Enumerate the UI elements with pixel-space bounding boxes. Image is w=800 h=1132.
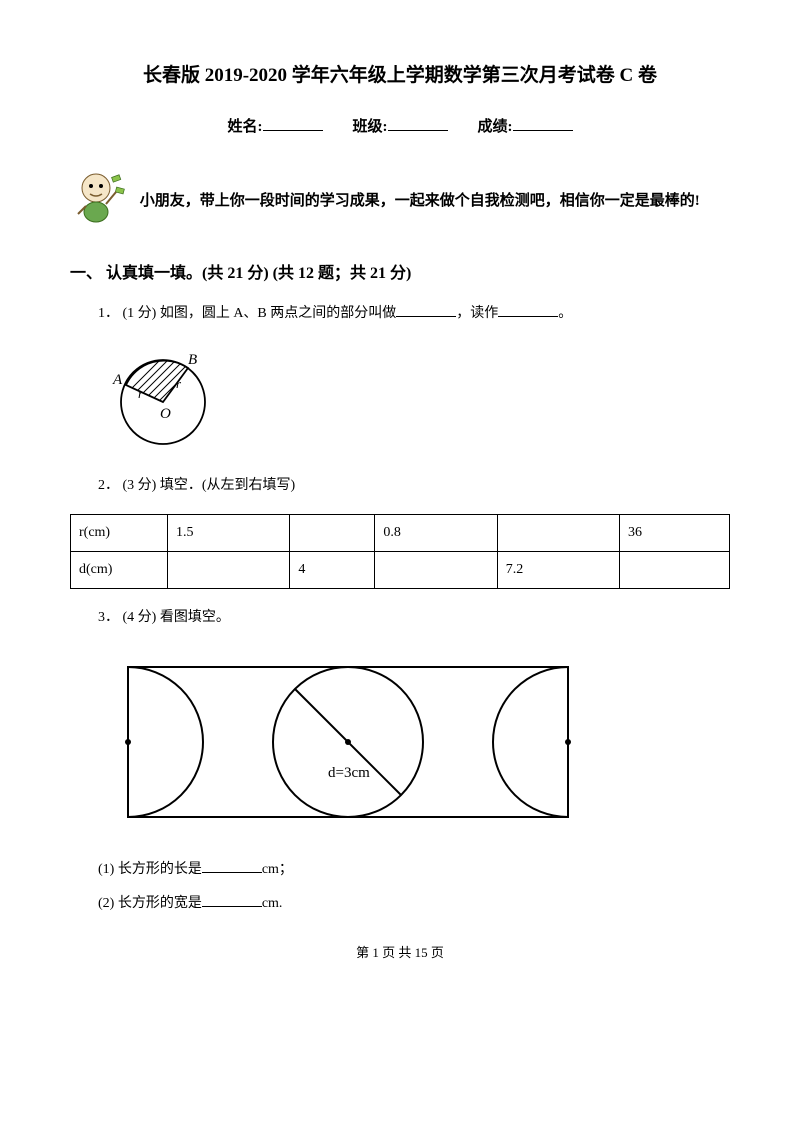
t-r2c5: 7.2: [497, 552, 619, 589]
question-3: 3． (4 分) 看图填空。: [98, 605, 730, 630]
name-label: 姓名:: [228, 119, 263, 135]
t-r1c1: r(cm): [71, 515, 168, 552]
fig3-d-label: d=3cm: [328, 765, 370, 781]
fig1-label-A: A: [112, 372, 123, 388]
t-r1c4: 0.8: [375, 515, 497, 552]
question-2-table: r(cm) 1.5 0.8 36 d(cm) 4 7.2: [70, 514, 730, 589]
t-r2c1: d(cm): [71, 552, 168, 589]
t-r1c6: 36: [620, 515, 730, 552]
intro-text: 小朋友，带上你一段时间的学习成果，一起来做个自我检测吧，相信你一定是最棒的!: [70, 168, 730, 235]
fig1-label-O: O: [160, 406, 171, 422]
q3-1-prefix: (1) 长方形的长是: [98, 862, 202, 877]
table-row: r(cm) 1.5 0.8 36: [71, 515, 730, 552]
t-r1c3: [290, 515, 375, 552]
q3-2-blank: [202, 894, 262, 907]
score-blank: [513, 116, 573, 131]
t-r1c2: 1.5: [168, 515, 290, 552]
q1-text-1: 1． (1 分) 如图，圆上 A、B 两点之间的部分叫做: [98, 306, 396, 321]
name-blank: [263, 116, 323, 131]
score-label: 成绩:: [478, 119, 513, 135]
question-1: 1． (1 分) 如图，圆上 A、B 两点之间的部分叫做 ，读作 。: [98, 301, 730, 326]
q3-1-suffix: cm；: [262, 862, 293, 877]
t-r2c2: [168, 552, 290, 589]
t-r2c6: [620, 552, 730, 589]
question-2: 2． (3 分) 填空．(从左到右填写): [98, 473, 730, 498]
q1-blank-2: [498, 304, 558, 317]
question-3-2: (2) 长方形的宽是 cm.: [98, 892, 730, 912]
q3-1-blank: [202, 860, 262, 873]
q1-text-2: ，读作: [456, 306, 498, 321]
figure-1-arc: A B O r r: [98, 342, 730, 457]
fig1-label-B: B: [188, 352, 197, 368]
class-label: 班级:: [353, 119, 388, 135]
page-footer: 第 1 页 共 15 页: [70, 942, 730, 961]
section-1-heading: 一、 认真填一填。(共 21 分) (共 12 题；共 21 分): [70, 259, 730, 283]
q1-text-3: 。: [558, 306, 572, 321]
figure-3-rectangle-circles: d=3cm: [98, 647, 730, 842]
q1-blank-1: [396, 304, 456, 317]
student-info-line: 姓名: 班级: 成绩:: [70, 115, 730, 136]
question-3-1: (1) 长方形的长是 cm；: [98, 858, 730, 878]
page: 长春版 2019-2020 学年六年级上学期数学第三次月考试卷 C 卷 姓名: …: [0, 0, 800, 1001]
q3-2-prefix: (2) 长方形的宽是: [98, 896, 202, 911]
q3-2-suffix: cm.: [262, 896, 283, 911]
class-blank: [388, 116, 448, 131]
t-r2c3: 4: [290, 552, 375, 589]
mascot-icon: [70, 168, 130, 235]
intro-content: 小朋友，带上你一段时间的学习成果，一起来做个自我检测吧，相信你一定是最棒的!: [140, 193, 700, 209]
table-row: d(cm) 4 7.2: [71, 552, 730, 589]
page-title: 长春版 2019-2020 学年六年级上学期数学第三次月考试卷 C 卷: [70, 60, 730, 87]
t-r2c4: [375, 552, 497, 589]
t-r1c5: [497, 515, 619, 552]
